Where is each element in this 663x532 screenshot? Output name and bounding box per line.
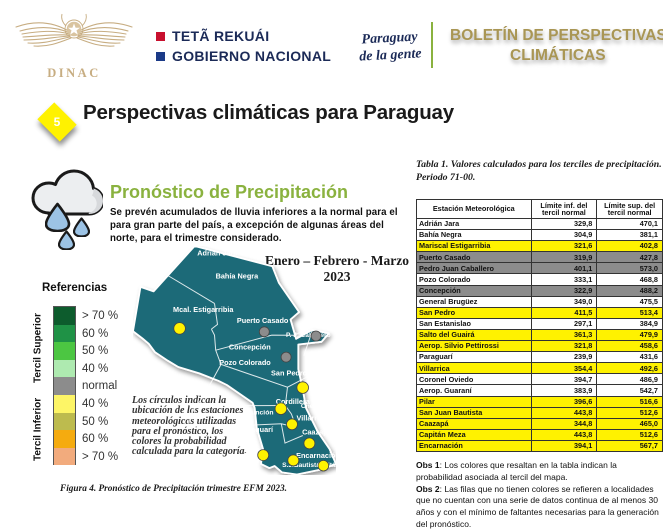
svg-text:Mcal. Estigarribia: Mcal. Estigarribia (173, 305, 234, 314)
svg-text:Encarnación: Encarnación (296, 451, 336, 460)
svg-text:Cnel. Oviedo: Cnel. Oviedo (301, 403, 336, 410)
svg-text:Salto del: Salto del (316, 373, 336, 380)
svg-text:Paraguarí: Paraguarí (239, 425, 274, 434)
svg-text:Caazapá: Caazapá (302, 428, 333, 437)
svg-text:S.J.Bautista: S.J.Bautista (282, 462, 320, 469)
svg-text:San Pedro: San Pedro (271, 369, 308, 378)
svg-text:Villarrica: Villarrica (297, 413, 329, 422)
svg-text:Adrián Jara: Adrián Jara (197, 249, 238, 258)
svg-text:Asunción: Asunción (243, 410, 274, 417)
svg-text:Bahía Negra: Bahía Negra (216, 272, 260, 281)
svg-text:Puerto Casado: Puerto Casado (237, 316, 289, 325)
svg-text:Concepción: Concepción (229, 342, 271, 351)
svg-text:P. J. Caballero: P. J. Caballero (286, 332, 331, 339)
svg-text:Pozo Colorado: Pozo Colorado (219, 358, 271, 367)
svg-text:Guairá: Guairá (321, 381, 336, 388)
svg-text:Itapúa: Itapúa (331, 431, 336, 438)
